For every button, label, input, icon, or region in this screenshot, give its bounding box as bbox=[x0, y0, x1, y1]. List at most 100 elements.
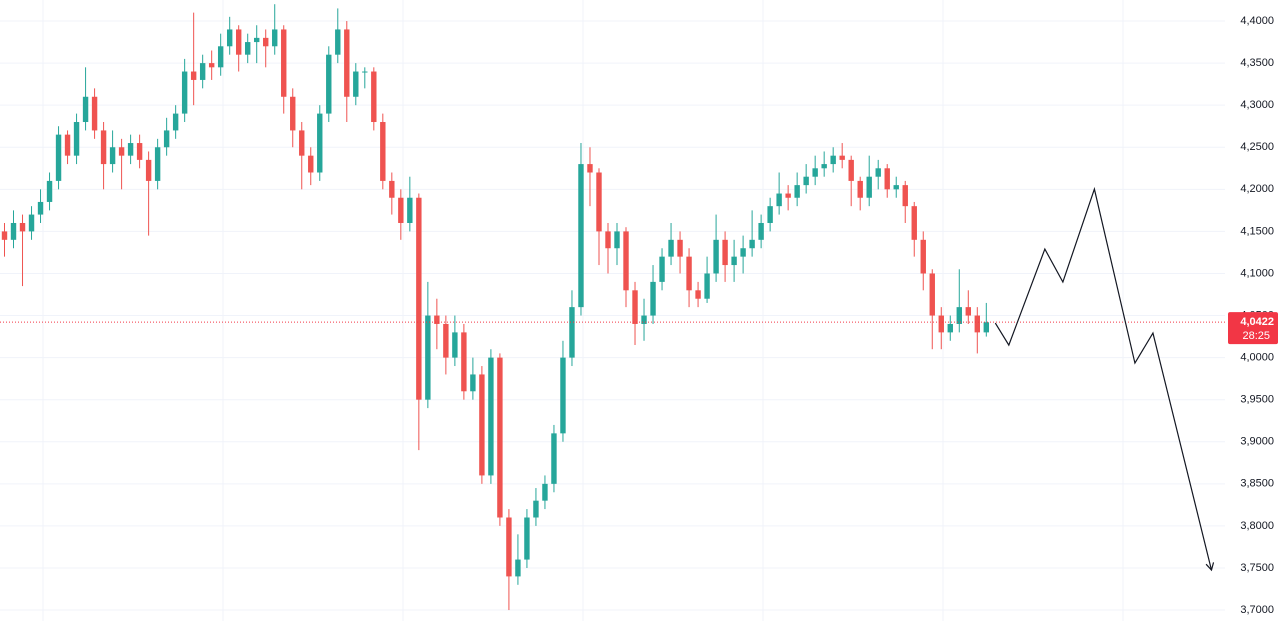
candle-body bbox=[785, 193, 791, 198]
candle-body bbox=[614, 231, 620, 249]
candle-body bbox=[830, 155, 836, 165]
candle-body bbox=[416, 197, 422, 400]
candle-body bbox=[794, 185, 800, 198]
candle-body bbox=[452, 332, 458, 358]
candle-body bbox=[740, 248, 746, 257]
candle-body bbox=[623, 231, 629, 291]
candle-body bbox=[956, 307, 962, 324]
candle-body bbox=[479, 374, 485, 476]
y-tick-label: 4,3000 bbox=[1240, 99, 1274, 111]
candle-body bbox=[533, 500, 539, 518]
last-price-label: 4,0422 bbox=[1240, 316, 1274, 328]
candle-body bbox=[812, 168, 818, 177]
candle-body bbox=[344, 29, 350, 97]
candle-body bbox=[713, 239, 719, 274]
candle-body bbox=[893, 185, 899, 190]
candle-body bbox=[235, 29, 242, 55]
candle-body bbox=[37, 201, 44, 215]
candle-body bbox=[226, 29, 233, 47]
candle-body bbox=[902, 185, 908, 207]
candle-body bbox=[281, 29, 287, 97]
candle-body bbox=[28, 214, 35, 232]
candle-body bbox=[64, 134, 71, 156]
candle-body bbox=[19, 222, 26, 232]
candle-body bbox=[515, 559, 521, 577]
candle-body bbox=[569, 307, 575, 358]
candle-body bbox=[46, 180, 53, 202]
candle-body bbox=[443, 323, 449, 358]
candle-body bbox=[776, 193, 782, 207]
candle-body bbox=[596, 172, 602, 232]
candle-body bbox=[326, 54, 332, 114]
candle-body bbox=[641, 315, 647, 324]
candle-body bbox=[1, 231, 8, 240]
candle-body bbox=[632, 290, 638, 324]
y-tick-label: 3,7500 bbox=[1240, 562, 1274, 574]
candle-body bbox=[686, 256, 692, 291]
candle-body bbox=[803, 176, 809, 186]
candle-body bbox=[208, 63, 215, 68]
candle-body bbox=[470, 374, 476, 392]
candle-body bbox=[848, 159, 854, 181]
candle-body bbox=[263, 37, 269, 47]
candle-body bbox=[272, 29, 278, 47]
candle-body bbox=[136, 143, 143, 160]
candle-body bbox=[731, 256, 737, 266]
candle-body bbox=[172, 113, 179, 131]
y-tick-label: 4,3500 bbox=[1240, 57, 1274, 69]
countdown-label: 28:25 bbox=[1242, 330, 1270, 342]
candle-body bbox=[983, 322, 990, 333]
candle-body bbox=[524, 517, 530, 560]
candle-body bbox=[668, 239, 674, 257]
candle-body bbox=[920, 239, 926, 274]
candle-body bbox=[551, 433, 557, 484]
candle-body bbox=[335, 29, 341, 55]
candle-body bbox=[299, 130, 305, 156]
candle-body bbox=[461, 332, 467, 392]
candle-body bbox=[434, 315, 440, 324]
candle-body bbox=[767, 206, 773, 223]
candle-body bbox=[199, 63, 206, 80]
candle-body bbox=[245, 42, 251, 55]
candle-body bbox=[127, 143, 134, 156]
candles bbox=[1, 4, 990, 611]
y-tick-label: 3,9500 bbox=[1240, 394, 1274, 406]
candle-body bbox=[290, 96, 296, 131]
candle-body bbox=[560, 357, 566, 434]
candle-body bbox=[605, 231, 611, 249]
candle-body bbox=[839, 155, 845, 160]
candle-body bbox=[100, 130, 107, 165]
candle-body bbox=[82, 96, 89, 123]
candle-body bbox=[425, 315, 431, 400]
candle-body bbox=[704, 273, 710, 299]
candle-body bbox=[10, 222, 17, 240]
candle-body bbox=[677, 239, 683, 257]
candle-body bbox=[506, 517, 512, 577]
candle-body bbox=[398, 197, 404, 223]
candle-body bbox=[254, 37, 260, 43]
candle-body bbox=[974, 315, 980, 333]
candle-body bbox=[371, 71, 377, 123]
candle-body bbox=[929, 273, 935, 316]
candle-body bbox=[163, 130, 170, 148]
candle-body bbox=[857, 180, 863, 198]
candle-body bbox=[866, 176, 872, 198]
candle-body bbox=[947, 323, 953, 333]
candle-body bbox=[884, 168, 890, 190]
y-tick-label: 3,7000 bbox=[1240, 604, 1274, 616]
y-tick-label: 4,4000 bbox=[1240, 15, 1274, 27]
candle-body bbox=[380, 122, 386, 181]
candle-body bbox=[217, 46, 224, 68]
candle-body bbox=[154, 147, 161, 181]
candle-body bbox=[875, 168, 881, 177]
candle-body bbox=[353, 71, 359, 97]
candle-body bbox=[749, 239, 755, 249]
y-tick-label: 4,2000 bbox=[1240, 183, 1274, 195]
candle-body bbox=[109, 147, 116, 165]
candle-body bbox=[55, 134, 62, 181]
candle-body bbox=[650, 281, 656, 316]
y-tick-label: 3,8000 bbox=[1240, 520, 1274, 532]
candle-body bbox=[965, 307, 971, 316]
time-grid bbox=[42, 0, 1124, 621]
